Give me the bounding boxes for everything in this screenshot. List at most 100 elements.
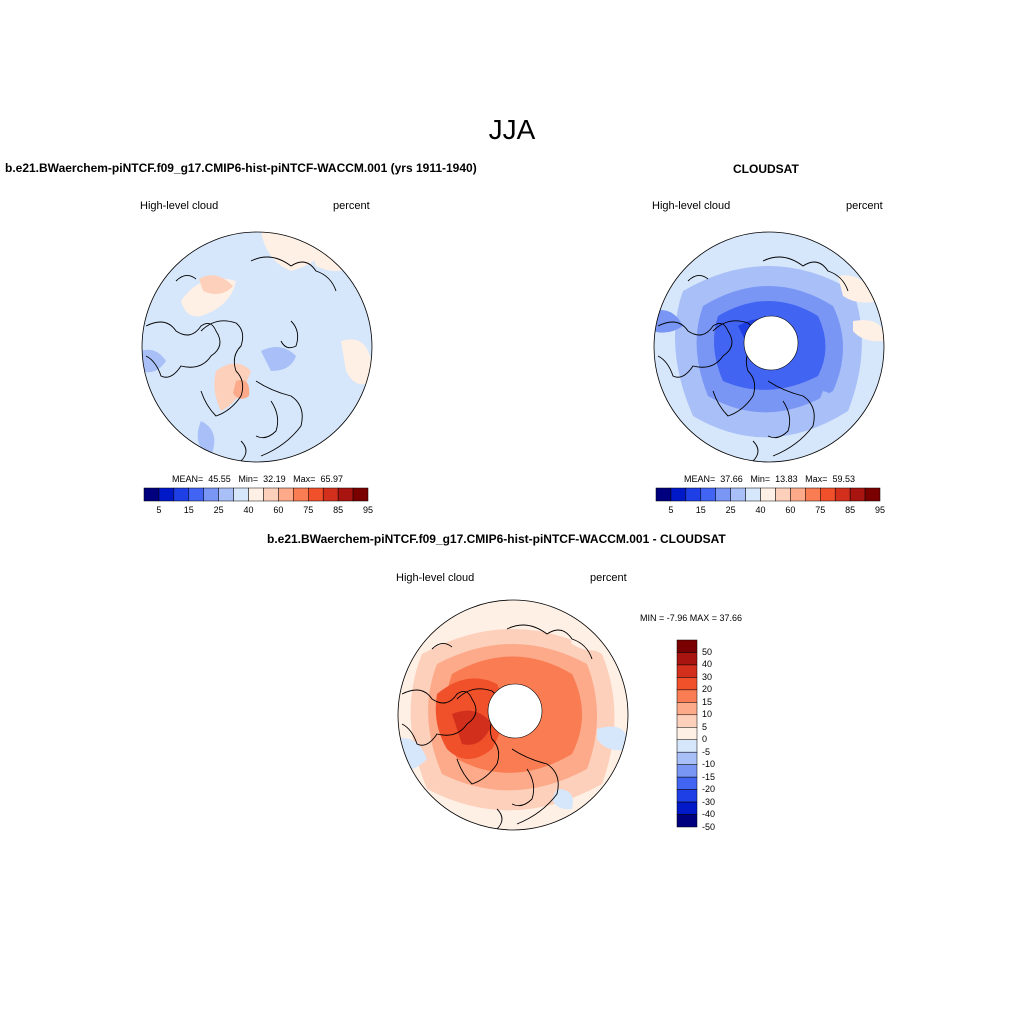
diff-colorbar-box: [676, 801, 698, 815]
obs-colorbar-box: [805, 487, 821, 502]
obs-min-label: Min=: [750, 474, 771, 484]
obs-stats: MEAN= 37.66 Min= 13.83 Max= 59.53: [684, 474, 855, 485]
obs-colorbar-tick-label: 60: [785, 505, 796, 515]
model-colorbar-tick-label: 5: [156, 505, 162, 515]
diff-colorbar-box: [676, 714, 698, 728]
model-colorbar-tick-label: 75: [303, 505, 314, 515]
obs-colorbar-box: [849, 487, 866, 502]
model-cloud-patch: [142, 349, 166, 373]
obs-colorbar-tick-label: 15: [695, 505, 706, 515]
obs-cloud-patch: [838, 275, 878, 303]
diff-minmax: MIN = -7.96 MAX = 37.66: [640, 613, 743, 623]
obs-max-value: 59.53: [832, 474, 855, 484]
obs-colorbar-box: [820, 487, 836, 502]
obs-variable-label: High-level cloud: [652, 200, 731, 212]
diff-colorbar-box: [676, 652, 698, 666]
diff-units-label: percent: [590, 572, 627, 584]
obs-min-value: 13.83: [775, 474, 798, 484]
model-colorbar-tick-label: 95: [362, 505, 374, 515]
model-colorbar-box: [308, 487, 324, 502]
obs-colorbar-tick-label: 40: [755, 505, 766, 515]
obs-colorbar-box: [655, 487, 672, 502]
obs-cloud-patch: [818, 391, 839, 416]
obs-colorbar-box: [834, 487, 851, 502]
model-colorbar-box: [203, 487, 219, 502]
model-cloud-patch: [341, 339, 372, 385]
diff-colorbar-tick-label: -20: [702, 784, 716, 795]
obs-max-label: Max=: [805, 474, 828, 484]
model-colorbar-box: [158, 487, 175, 502]
model-cloud-patch: [261, 347, 296, 371]
model-min-value: 32.19: [263, 474, 286, 484]
diff-colorbar-tick-label: -30: [702, 796, 716, 807]
obs-coastlines: [657, 256, 849, 462]
diff-colorbar: [676, 639, 698, 828]
model-colorbar-box: [143, 487, 160, 502]
obs-colorbar-box: [775, 487, 791, 502]
model-colorbar-box: [293, 487, 309, 502]
model-colorbar: [143, 487, 369, 502]
obs-colorbar-tick-label: 5: [668, 505, 674, 515]
model-colorbar-box: [248, 487, 264, 502]
diff-colorbar-box: [676, 764, 698, 778]
diff-colorbar-box: [676, 702, 698, 716]
model-colorbar-tick-label: 85: [333, 505, 344, 515]
obs-units-label: percent: [846, 200, 883, 212]
model-colorbar-box: [278, 487, 294, 502]
model-cloud-patch: [197, 421, 215, 456]
diff-cloud-patch: [567, 628, 607, 651]
model-coastlines: [145, 256, 337, 462]
model-colorbar-box: [352, 487, 369, 502]
model-colorbar-box: [337, 487, 354, 502]
diff-colorbar-tick-label: -5: [702, 746, 711, 757]
diff-colorbar-tick-label: 15: [702, 696, 713, 707]
obs-missing-data-disc: [743, 315, 799, 371]
obs-mean-label: MEAN=: [684, 474, 716, 484]
obs-colorbar-box: [790, 487, 806, 502]
model-stats: MEAN= 45.55 Min= 32.19 Max= 65.97: [172, 474, 343, 485]
obs-colorbar-box: [745, 487, 761, 502]
model-colorbar-tick-label: 40: [243, 505, 254, 515]
model-units-label: percent: [333, 200, 370, 212]
obs-colorbar-box: [864, 487, 881, 502]
obs-cloud-patch: [853, 320, 884, 342]
obs-colorbar-tick-label: 25: [725, 505, 736, 515]
diff-colorbar-tick-label: -15: [702, 771, 716, 782]
model-colorbar-tick-label: 15: [183, 505, 194, 515]
model-colorbar-tick-label: 60: [273, 505, 284, 515]
model-cloud-patch: [233, 380, 250, 399]
diff-colorbar-box: [676, 789, 698, 803]
diff-colorbar-box: [676, 776, 698, 790]
model-colorbar-box: [218, 487, 234, 502]
model-colorbar-box: [233, 487, 249, 502]
diff-colorbar-tick-label: -50: [702, 821, 716, 832]
diff-colorbar-tick-label: -40: [702, 809, 716, 820]
obs-colorbar-box: [685, 487, 702, 502]
diff-colorbar-tick-label: 0: [702, 734, 708, 745]
diff-colorbar-tick-label: 20: [702, 684, 713, 695]
diff-colorbar-box: [676, 739, 698, 753]
obs-colorbar-box: [730, 487, 746, 502]
obs-colorbar-tick-label: 95: [874, 505, 886, 515]
obs-colorbar-box: [715, 487, 731, 502]
model-cloud-patch: [214, 363, 251, 411]
model-polar-map: [141, 231, 373, 463]
model-variable-label: High-level cloud: [140, 200, 219, 212]
model-colorbar-box: [322, 487, 339, 502]
model-mean-label: MEAN=: [172, 474, 204, 484]
diff-colorbar-tick-label: 30: [702, 671, 713, 682]
diff-colorbar-tick-label: 10: [702, 709, 713, 720]
obs-colorbar: [655, 487, 881, 502]
model-cloud-patch: [199, 275, 233, 295]
model-colorbar-tick-label: 25: [213, 505, 224, 515]
diff-colorbar-box: [676, 664, 698, 678]
model-colorbar-box: [188, 487, 204, 502]
obs-mean-value: 37.66: [720, 474, 743, 484]
diff-colorbar-tick-label: -10: [702, 759, 716, 770]
diff-colorbar-box: [676, 677, 698, 691]
diff-variable-label: High-level cloud: [396, 572, 475, 584]
obs-colorbar-box: [670, 487, 687, 502]
model-max-value: 65.97: [320, 474, 343, 484]
model-colorbar-box: [263, 487, 279, 502]
diff-colorbar-box: [676, 751, 698, 765]
